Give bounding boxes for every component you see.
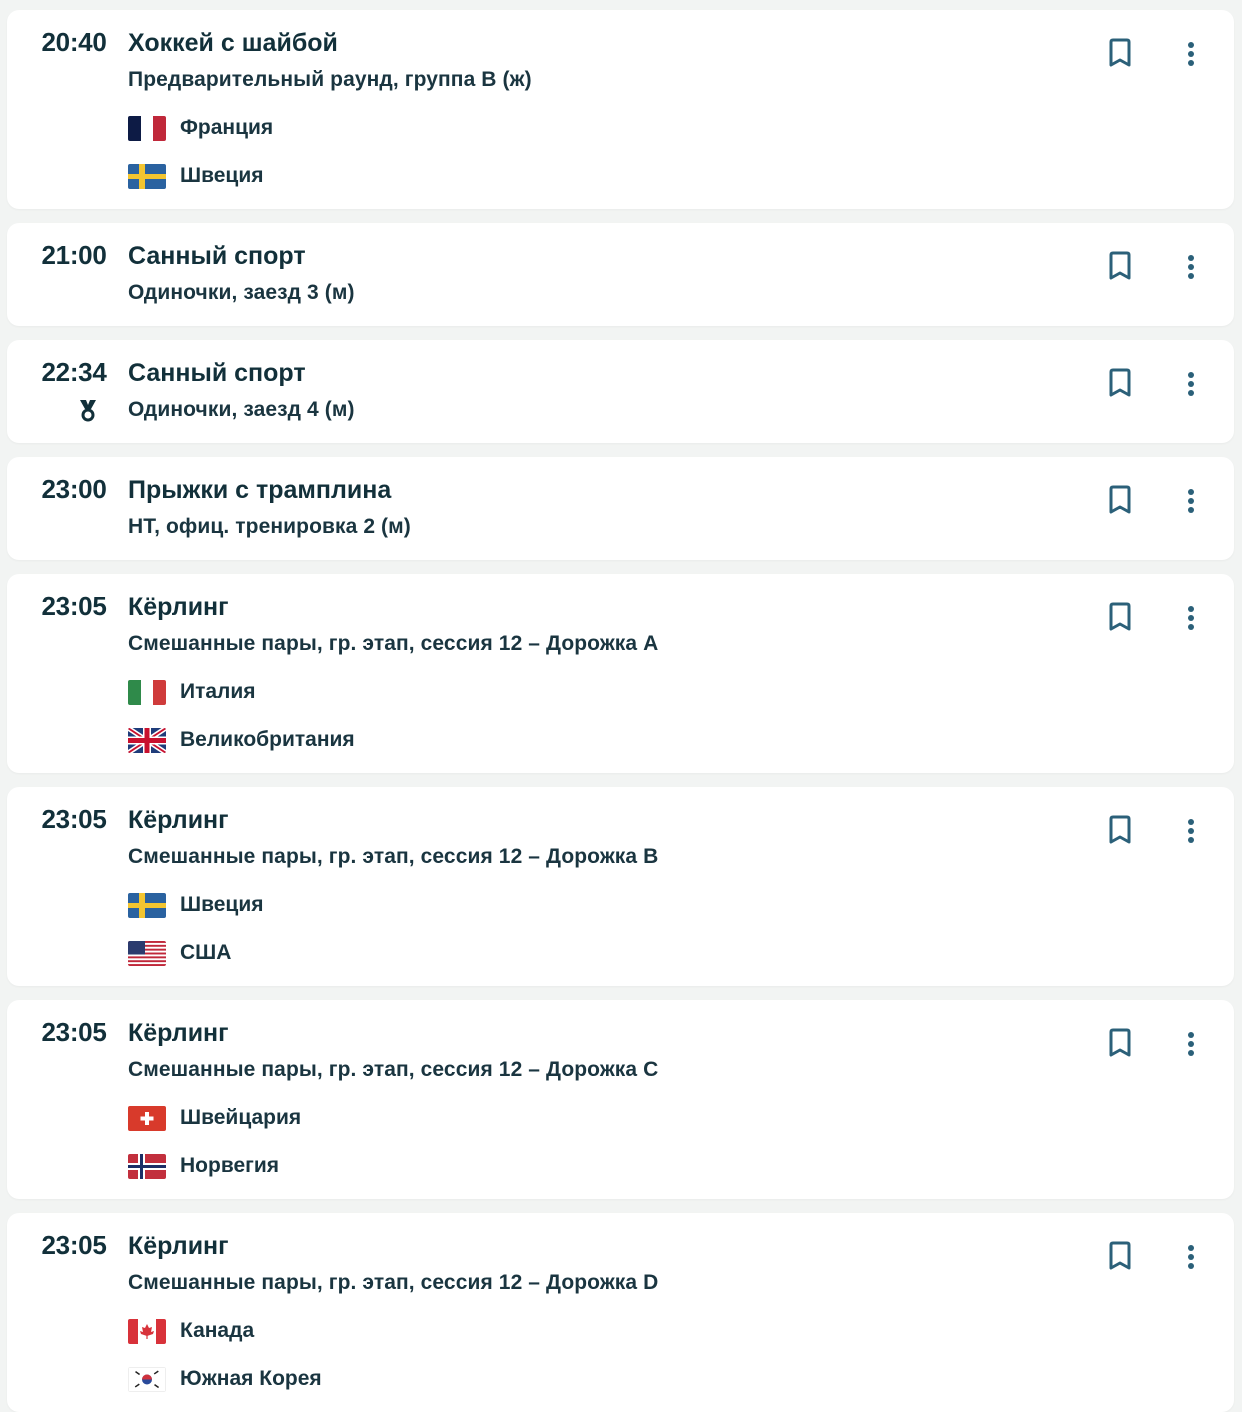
more-options-icon[interactable] xyxy=(1177,487,1205,517)
team-name: США xyxy=(180,941,232,964)
bookmark-icon[interactable] xyxy=(1107,602,1133,632)
flag-ch-icon xyxy=(128,1105,166,1131)
team-row: Южная Корея xyxy=(128,1366,1234,1392)
team-name: Великобритания xyxy=(180,728,355,751)
event-title: Кёрлинг xyxy=(128,593,229,621)
team-row: Швейцария xyxy=(128,1105,1234,1131)
event-info: Санный спорт Одиночки, заезд 4 (м) xyxy=(128,358,1234,423)
team-name: Канада xyxy=(180,1319,255,1342)
bookmark-icon[interactable] xyxy=(1107,815,1133,845)
flag-ca-icon xyxy=(128,1318,166,1344)
event-time: 20:40 xyxy=(41,27,107,57)
event-subtitle: Смешанные пары, гр. этап, сессия 12 – До… xyxy=(128,1271,659,1294)
team-name: Швеция xyxy=(180,893,264,916)
medal-icon xyxy=(80,400,96,422)
more-options-icon[interactable] xyxy=(1177,817,1205,847)
more-options-icon[interactable] xyxy=(1177,1030,1205,1060)
bookmark-icon[interactable] xyxy=(1107,1241,1133,1271)
flag-us-icon xyxy=(128,940,166,966)
team-name: Швеция xyxy=(180,164,264,187)
more-options-icon[interactable] xyxy=(1177,370,1205,400)
event-time: 23:05 xyxy=(41,1230,107,1260)
bookmark-icon[interactable] xyxy=(1107,485,1133,515)
team-row: США xyxy=(128,940,1234,966)
event-info: Кёрлинг Смешанные пары, гр. этап, сессия… xyxy=(128,1231,1234,1392)
team-row: Италия xyxy=(128,679,1234,705)
event-title: Кёрлинг xyxy=(128,1019,229,1047)
event-time: 23:05 xyxy=(41,591,107,621)
event-subtitle: Смешанные пары, гр. этап, сессия 12 – До… xyxy=(128,1058,659,1081)
bookmark-icon[interactable] xyxy=(1107,1028,1133,1058)
event-subtitle: НТ, офиц. тренировка 2 (м) xyxy=(128,515,411,538)
event-card[interactable]: 23:05 Кёрлинг Смешанные пары, гр. этап, … xyxy=(7,1000,1234,1199)
event-title: Кёрлинг xyxy=(128,806,229,834)
event-title: Хоккей с шайбой xyxy=(128,29,338,57)
event-info: Кёрлинг Смешанные пары, гр. этап, сессия… xyxy=(128,1018,1234,1179)
event-title: Санный спорт xyxy=(128,242,306,270)
event-subtitle: Одиночки, заезд 3 (м) xyxy=(128,281,355,304)
team-row: Франция xyxy=(128,115,1234,141)
flag-kr-icon xyxy=(128,1366,166,1392)
more-options-icon[interactable] xyxy=(1177,40,1205,70)
more-options-icon[interactable] xyxy=(1177,1243,1205,1273)
team-row: Великобритания xyxy=(128,727,1234,753)
event-subtitle: Смешанные пары, гр. этап, сессия 12 – До… xyxy=(128,845,659,868)
team-row: Швеция xyxy=(128,163,1234,189)
event-card[interactable]: 23:05 Кёрлинг Смешанные пары, гр. этап, … xyxy=(7,574,1234,773)
more-options-icon[interactable] xyxy=(1177,604,1205,634)
flag-gb-icon xyxy=(128,727,166,753)
bookmark-icon[interactable] xyxy=(1107,251,1133,281)
event-subtitle: Смешанные пары, гр. этап, сессия 12 – До… xyxy=(128,632,659,655)
event-title: Санный спорт xyxy=(128,359,306,387)
flag-it-icon xyxy=(128,679,166,705)
flag-no-icon xyxy=(128,1153,166,1179)
event-info: Прыжки с трамплина НТ, офиц. тренировка … xyxy=(128,475,1234,540)
event-card[interactable]: 23:05 Кёрлинг Смешанные пары, гр. этап, … xyxy=(7,1213,1234,1412)
event-info: Кёрлинг Смешанные пары, гр. этап, сессия… xyxy=(128,805,1234,966)
event-time: 22:34 xyxy=(41,357,107,387)
team-name: Италия xyxy=(180,680,256,703)
event-title: Кёрлинг xyxy=(128,1232,229,1260)
event-time: 23:05 xyxy=(41,804,107,834)
event-info: Кёрлинг Смешанные пары, гр. этап, сессия… xyxy=(128,592,1234,753)
event-info: Санный спорт Одиночки, заезд 3 (м) xyxy=(128,241,1234,306)
event-subtitle: Предварительный раунд, группа B (ж) xyxy=(128,68,532,91)
event-card[interactable]: 21:00 Санный спорт Одиночки, заезд 3 (м) xyxy=(7,223,1234,326)
event-card[interactable]: 20:40 Хоккей с шайбой Предварительный ра… xyxy=(7,10,1234,209)
bookmark-icon[interactable] xyxy=(1107,368,1133,398)
more-options-icon[interactable] xyxy=(1177,253,1205,283)
team-name: Франция xyxy=(180,116,274,139)
event-card[interactable]: 23:00 Прыжки с трамплина НТ, офиц. трени… xyxy=(7,457,1234,560)
team-row: Канада xyxy=(128,1318,1234,1344)
event-time: 21:00 xyxy=(41,240,107,270)
event-time: 23:00 xyxy=(41,474,107,504)
event-info: Хоккей с шайбой Предварительный раунд, г… xyxy=(128,28,1234,189)
bookmark-icon[interactable] xyxy=(1107,38,1133,68)
event-title: Прыжки с трамплина xyxy=(128,476,392,504)
flag-fr-icon xyxy=(128,115,166,141)
team-name: Норвегия xyxy=(180,1154,280,1177)
team-name: Южная Корея xyxy=(180,1367,322,1390)
team-row: Швеция xyxy=(128,892,1234,918)
flag-se-icon xyxy=(128,163,166,189)
team-name: Швейцария xyxy=(180,1106,302,1129)
team-row: Норвегия xyxy=(128,1153,1234,1179)
event-subtitle: Одиночки, заезд 4 (м) xyxy=(128,398,355,421)
event-card[interactable]: 22:34 Санный спорт Одиночки, заезд 4 (м) xyxy=(7,340,1234,443)
event-time: 23:05 xyxy=(41,1017,107,1047)
flag-se-icon xyxy=(128,892,166,918)
event-card[interactable]: 23:05 Кёрлинг Смешанные пары, гр. этап, … xyxy=(7,787,1234,986)
